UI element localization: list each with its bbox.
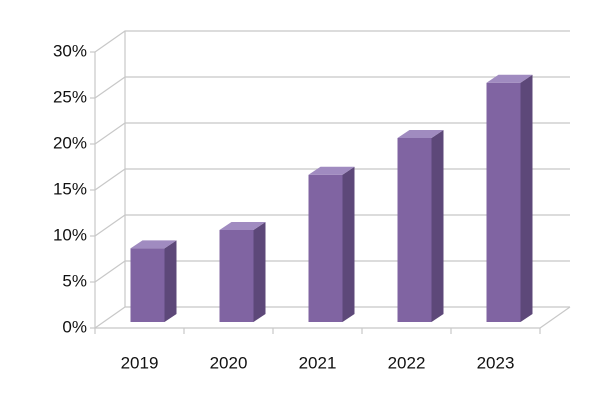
bar-front	[486, 82, 521, 322]
grid-line	[94, 122, 570, 145]
y-tick-label: 30%	[53, 41, 87, 60]
x-tick-label: 2022	[388, 353, 426, 372]
y-tick-label: 10%	[53, 225, 87, 244]
y-tick-label: 5%	[62, 271, 87, 290]
bar-side	[253, 222, 266, 322]
bar-front	[219, 230, 254, 322]
x-tick-label: 2021	[299, 353, 337, 372]
x-tick-label: 2020	[210, 353, 248, 372]
y-tick-label: 25%	[53, 87, 87, 106]
bar-top	[219, 222, 266, 230]
x-tick-label: 2023	[477, 353, 515, 372]
bar	[130, 240, 177, 322]
bar-front	[308, 174, 343, 322]
bar-side	[520, 74, 533, 322]
bar-side	[431, 130, 444, 322]
bar-side	[164, 240, 177, 322]
y-tick-label: 0%	[62, 317, 87, 336]
y-tick-label: 20%	[53, 133, 87, 152]
grid-line	[94, 76, 570, 99]
bar	[219, 222, 266, 322]
x-tick-label: 2019	[121, 353, 159, 372]
y-tick-label: 15%	[53, 179, 87, 198]
bar-front	[397, 138, 432, 322]
bar	[308, 166, 355, 322]
bar-top	[397, 130, 444, 138]
bar-top	[308, 166, 355, 175]
bar-front	[130, 248, 165, 322]
grid-line	[94, 30, 570, 53]
bar-top	[486, 74, 533, 83]
bar-top	[130, 240, 177, 249]
bar-side	[342, 166, 355, 322]
bar	[486, 74, 533, 322]
bar	[397, 130, 444, 322]
